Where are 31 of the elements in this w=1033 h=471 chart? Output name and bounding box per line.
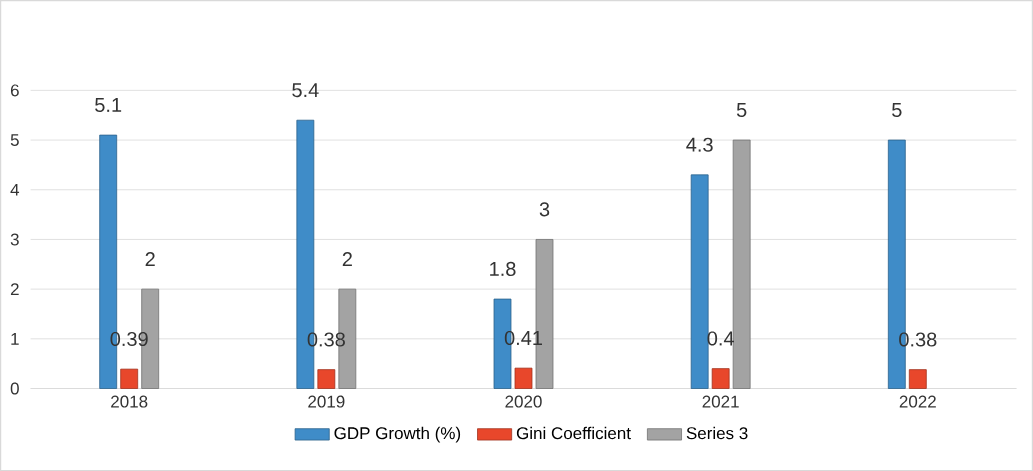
data-label: 2	[145, 252, 155, 267]
data-label: 5	[892, 103, 902, 117]
data-label: 5	[736, 103, 747, 117]
data-label: 1.8	[490, 261, 516, 276]
bar	[711, 368, 730, 389]
y-tick-label: 2	[10, 283, 19, 296]
y-tick-label: 6	[10, 84, 19, 97]
y-tick-label: 3	[10, 233, 19, 246]
y-tick-label: 1	[11, 332, 19, 345]
y-tick-label: 0	[10, 382, 19, 395]
data-label: 2	[342, 252, 352, 267]
x-tick-label: 2021	[702, 395, 739, 408]
data-label: 5.4	[292, 83, 319, 98]
x-tick-label: 2022	[899, 395, 936, 408]
y-tick-label: 4	[10, 183, 20, 196]
bar	[514, 367, 533, 389]
y-tick-label: 5	[10, 134, 19, 146]
legend-label: GDP Growth (%)	[334, 426, 461, 443]
bar	[908, 369, 927, 389]
data-label: 5.1	[95, 98, 122, 112]
bar	[690, 174, 709, 389]
legend-label: Gini Coefficient	[516, 426, 631, 440]
legend-label: Series 3	[686, 426, 748, 440]
x-tick-label: 2018	[111, 395, 148, 408]
data-label: 4.3	[686, 137, 713, 152]
data-label: 3	[539, 202, 550, 217]
bar	[732, 139, 751, 389]
x-tick-label: 2020	[505, 395, 542, 408]
bar	[317, 369, 336, 389]
bar	[120, 368, 139, 389]
x-tick-label: 2019	[308, 395, 345, 408]
